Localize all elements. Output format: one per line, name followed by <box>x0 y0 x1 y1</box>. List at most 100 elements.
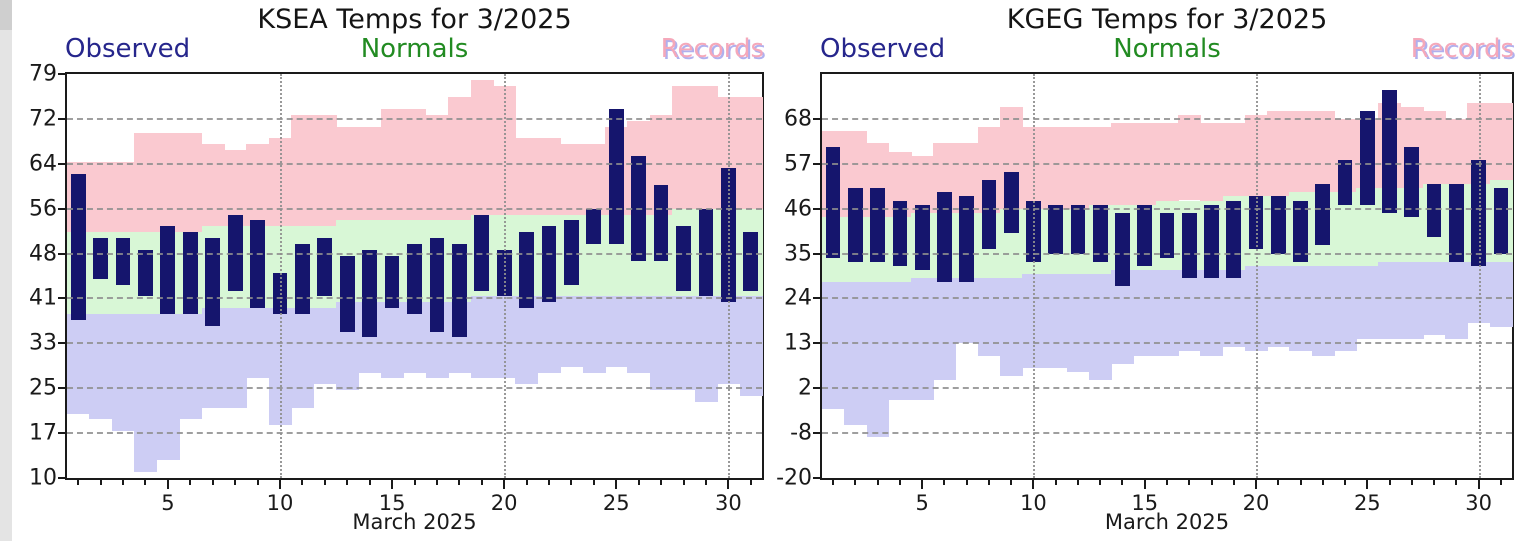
x-axis-tick <box>876 480 879 485</box>
y-axis-tick-label: 46 <box>784 196 812 222</box>
y-axis-tick <box>58 342 65 345</box>
observed-temp-bar <box>1159 212 1175 258</box>
record-low-band <box>1311 265 1335 356</box>
x-axis-tick <box>189 480 192 485</box>
record-low-band <box>179 314 203 420</box>
observed-temp-bar <box>362 249 378 338</box>
x-axis-tick <box>1477 480 1480 489</box>
x-axis-tick <box>1232 480 1235 485</box>
x-axis-tick <box>346 480 349 485</box>
y-axis-tick <box>58 297 65 300</box>
observed-temp-bar <box>1092 204 1108 262</box>
x-axis-tick <box>144 480 147 485</box>
observed-temp-bar <box>1003 171 1019 234</box>
observed-temp-bar <box>825 147 841 258</box>
x-axis-tick <box>458 480 461 485</box>
record-high-band <box>1066 127 1090 209</box>
observed-temp-bar <box>1070 204 1086 254</box>
horizontal-dashed-gridline <box>67 162 762 165</box>
y-axis-tick <box>813 432 820 435</box>
legend-observed-kgeg: Observed <box>820 34 946 64</box>
observed-temp-bar <box>160 226 176 315</box>
y-axis-tick-label: 24 <box>784 285 812 311</box>
observed-temp-bar <box>608 109 624 244</box>
x-axis-tick <box>1166 480 1168 485</box>
x-axis-tick-label: 10 <box>266 491 294 515</box>
record-high-band <box>911 155 934 213</box>
y-axis-tick <box>813 207 820 210</box>
observed-temp-bar <box>1248 196 1264 250</box>
record-high-band <box>336 126 360 221</box>
x-axis-tick <box>525 480 528 485</box>
record-low-band <box>89 314 113 420</box>
record-high-band <box>89 161 113 233</box>
x-axis-tick-label: 30 <box>1465 491 1492 515</box>
x-axis-tick <box>1099 480 1102 485</box>
record-high-band <box>1489 102 1513 181</box>
x-axis-tick <box>1054 480 1057 485</box>
x-axis-tick <box>503 480 506 489</box>
record-low-band <box>1489 261 1513 327</box>
observed-temp-bar <box>586 208 602 244</box>
observed-temp-bar <box>138 249 153 297</box>
x-axis-tick <box>1032 480 1035 489</box>
record-high-band <box>179 132 203 233</box>
record-high-band <box>888 151 912 217</box>
y-axis-tick-label: 10 <box>29 465 57 491</box>
x-axis-tick <box>278 480 281 489</box>
observed-temp-bar <box>1293 200 1308 262</box>
x-axis-tick <box>480 480 483 485</box>
x-axis-tick <box>1455 480 1458 485</box>
record-low-band <box>291 308 315 408</box>
observed-temp-bar <box>1226 200 1242 279</box>
observed-temp-bar <box>519 232 534 309</box>
record-high-band <box>537 138 561 215</box>
record-low-band <box>537 296 561 373</box>
observed-temp-bar <box>339 255 355 332</box>
observed-temp-bar <box>1493 188 1509 254</box>
x-axis-tick <box>166 480 169 489</box>
legend-records-ksea: Records <box>660 34 764 64</box>
y-axis-tick <box>58 477 65 479</box>
record-low-band <box>866 282 890 438</box>
observed-temp-bar <box>1181 212 1197 279</box>
record-high-band <box>1155 122 1179 201</box>
y-axis-tick-label: 13 <box>784 330 812 356</box>
record-low-band <box>977 278 1001 356</box>
x-axis-tick <box>413 480 416 485</box>
record-high-band <box>1311 110 1335 193</box>
horizontal-dashed-gridline <box>67 252 762 255</box>
y-axis-tick <box>813 477 820 479</box>
record-high-band <box>515 138 539 215</box>
record-low-band <box>1445 261 1469 340</box>
record-low-band <box>67 314 91 414</box>
y-axis-tick <box>813 162 820 165</box>
record-high-band <box>1267 110 1290 197</box>
x-axis-tick <box>749 480 752 485</box>
y-axis-tick-label: 35 <box>784 241 812 267</box>
y-axis-tick-label: 33 <box>29 330 57 356</box>
y-axis-tick-label: 17 <box>29 420 57 446</box>
record-high-band <box>470 79 494 215</box>
observed-temp-bar <box>451 243 467 338</box>
x-axis-tick <box>987 480 990 485</box>
record-low-band <box>1356 265 1380 340</box>
record-low-band <box>888 282 912 401</box>
record-high-band <box>291 114 315 227</box>
normals-band <box>1333 192 1357 266</box>
x-axis-tick <box>615 480 618 489</box>
record-low-band <box>560 296 584 367</box>
x-axis-tick <box>682 480 685 485</box>
record-high-band <box>425 114 449 221</box>
y-axis-tick-label: 72 <box>29 106 57 132</box>
xaxis-title-ksea: March 2025 <box>352 510 477 534</box>
record-low-band <box>1066 273 1090 372</box>
normals-band <box>1356 188 1380 266</box>
page-left-edge-cap <box>0 0 12 30</box>
record-low-band <box>1267 265 1290 348</box>
x-axis-tick-label: 15 <box>1131 491 1159 515</box>
y-axis-tick-label: 68 <box>784 106 812 132</box>
x-axis-tick-label: 30 <box>714 491 742 515</box>
observed-temp-bar <box>1270 196 1286 254</box>
